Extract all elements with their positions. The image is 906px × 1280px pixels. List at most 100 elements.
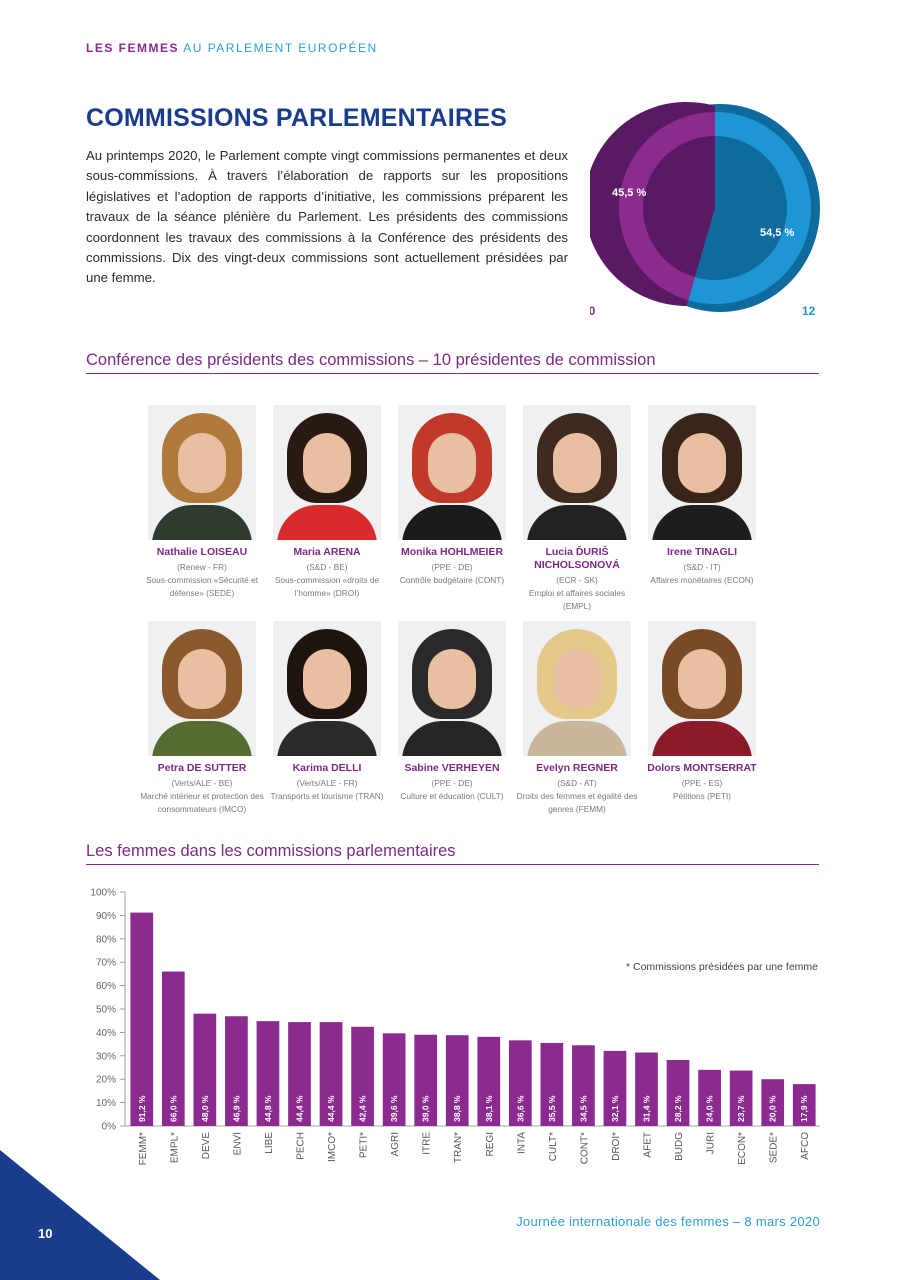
president-name: Evelyn REGNER xyxy=(536,762,618,774)
donut-count-women: 10 xyxy=(590,304,596,318)
president-group: (S&D - BE) xyxy=(306,562,348,572)
photo-face xyxy=(178,649,226,709)
bar xyxy=(792,1084,816,1126)
x-tick-label: AFCO xyxy=(800,1132,811,1160)
section-title-women-committees: Les femmes dans les commissions parlemen… xyxy=(86,842,456,860)
photo-clothes xyxy=(277,505,377,540)
intro-paragraph: Au printemps 2020, le Parlement compte v… xyxy=(86,148,568,286)
bar xyxy=(161,971,185,1126)
bar-value-label: 38,1 % xyxy=(484,1095,494,1122)
president-photo xyxy=(148,405,256,540)
photo-clothes xyxy=(652,721,752,756)
bar-value-label: 35,5 % xyxy=(547,1095,557,1122)
x-tick-label: FEMM* xyxy=(138,1132,149,1165)
bar xyxy=(635,1052,658,1126)
x-tick-label: LIBE xyxy=(264,1132,275,1154)
bar xyxy=(193,1013,217,1126)
photo-face xyxy=(428,649,476,709)
y-tick-label: 90% xyxy=(96,911,116,922)
photo-clothes xyxy=(402,721,502,756)
y-tick-label: 60% xyxy=(96,981,116,992)
photo-face xyxy=(553,649,601,709)
photo-face xyxy=(303,433,351,493)
bar xyxy=(666,1060,690,1126)
bar-value-label: 39,0 % xyxy=(421,1095,431,1122)
photo-clothes xyxy=(277,721,377,756)
y-tick-label: 80% xyxy=(96,934,116,945)
president-committee: Emploi et affaires sociales (EMPL) xyxy=(528,588,626,611)
photo-face xyxy=(678,433,726,493)
x-tick-label: SEDE* xyxy=(769,1132,780,1163)
photo-face xyxy=(303,649,351,709)
x-tick-label: CONT* xyxy=(579,1132,590,1164)
x-tick-label: REGI xyxy=(485,1132,496,1156)
y-tick-label: 40% xyxy=(96,1028,116,1039)
header-bold: LES FEMMES xyxy=(86,41,180,55)
president-name: Nathalie LOISEAU xyxy=(156,546,248,558)
photo-clothes xyxy=(402,505,502,540)
bar xyxy=(729,1070,753,1126)
president-photo xyxy=(523,621,631,756)
bar-value-label: 39,6 % xyxy=(389,1095,399,1122)
y-tick-label: 20% xyxy=(96,1075,116,1086)
president-name: Petra DE SUTTER xyxy=(157,762,247,774)
photo-clothes xyxy=(527,505,627,540)
president-committee: Marché intérieur et protection des conso… xyxy=(140,791,264,814)
page-title: COMMISSIONS PARLEMENTAIRES xyxy=(86,104,507,132)
donut-count-men: 12 xyxy=(802,304,816,318)
president-card: Lucia ĎURIŠ NICHOLSONOVÁ (ECR - SK) Emploi… xyxy=(514,405,640,613)
bar xyxy=(508,1040,532,1126)
bar-value-label: 34,5 % xyxy=(578,1095,588,1122)
president-photo xyxy=(398,405,506,540)
president-committee: Sous-commission «droits de l’homme» (DRO… xyxy=(274,575,380,598)
x-tick-label: EMPL* xyxy=(169,1132,180,1163)
x-tick-label: ITRE xyxy=(422,1132,433,1155)
president-committee: Pétitions (PETI) xyxy=(672,791,732,801)
president-group: (ECR - SK) xyxy=(556,575,598,585)
bar-value-label: 24,0 % xyxy=(705,1095,715,1122)
bar-value-label: 46,9 % xyxy=(231,1095,241,1122)
donut-label-men: 54,5 % xyxy=(760,227,794,239)
photo-clothes xyxy=(152,505,252,540)
president-card: Dolors MONTSERRAT (PPE - ES) Pétitions (PE… xyxy=(639,621,765,803)
bar-value-label: 17,9 % xyxy=(799,1095,809,1122)
president-card: Petra DE SUTTER (Verts/ALE - BE) Marché in… xyxy=(139,621,265,816)
president-card: Karima DELLI (Verts/ALE - FR) Transports e… xyxy=(264,621,390,803)
x-tick-label: AGRI xyxy=(390,1132,401,1156)
photo-clothes xyxy=(652,505,752,540)
bar xyxy=(445,1035,469,1126)
bar xyxy=(351,1026,374,1126)
president-committee: Droits des femmes et égalité des genres … xyxy=(516,791,638,814)
bar-value-label: 32,1 % xyxy=(610,1095,620,1122)
president-card: Irene TINAGLI (S&D - IT) Affaires monétair… xyxy=(639,405,765,587)
photo-face xyxy=(178,433,226,493)
president-photo xyxy=(273,405,381,540)
president-card: Monika HOHLMEIER (PPE - DE) Contrôle budgé… xyxy=(389,405,515,587)
committee-bar-chart: 0% 10% 20% 30% 40% 50% 60% 70% 80% 90% 100% * Commi… xyxy=(80,880,830,1180)
president-card: Evelyn REGNER (S&D - AT) Droits des femmes… xyxy=(514,621,640,816)
y-tick-label: 50% xyxy=(96,1005,116,1016)
x-tick-label: BUDG xyxy=(674,1132,685,1161)
photo-face xyxy=(428,433,476,493)
x-tick-label: PETI* xyxy=(359,1132,370,1158)
president-group: (Verts/ALE - FR) xyxy=(296,778,358,788)
president-group: (PPE - DE) xyxy=(431,778,473,788)
bar-value-label: 66,0 % xyxy=(168,1095,178,1122)
bar-value-label: 38,8 % xyxy=(452,1095,462,1122)
photo-clothes xyxy=(152,721,252,756)
donut-segment-women xyxy=(619,112,715,301)
section-title-conference: Conférence des présidents des commission… xyxy=(86,351,656,369)
president-group: (S&D - AT) xyxy=(557,778,597,788)
president-committee: Affaires monétaires (ECON) xyxy=(650,575,754,585)
president-name: Dolors MONTSERRAT xyxy=(647,762,757,774)
x-tick-label: IMCO* xyxy=(327,1132,338,1162)
bar-value-label: 44,8 % xyxy=(263,1095,273,1122)
president-photo xyxy=(398,621,506,756)
y-tick-label: 0% xyxy=(102,1122,117,1133)
bar-value-label: 20,0 % xyxy=(768,1095,778,1122)
president-group: (Verts/ALE - BE) xyxy=(171,778,233,788)
chart-annotation: * Commissions présidées par une femme xyxy=(626,961,818,973)
footer-triangle xyxy=(0,1150,160,1280)
section-rule-conference xyxy=(86,373,819,374)
bar xyxy=(382,1033,406,1126)
